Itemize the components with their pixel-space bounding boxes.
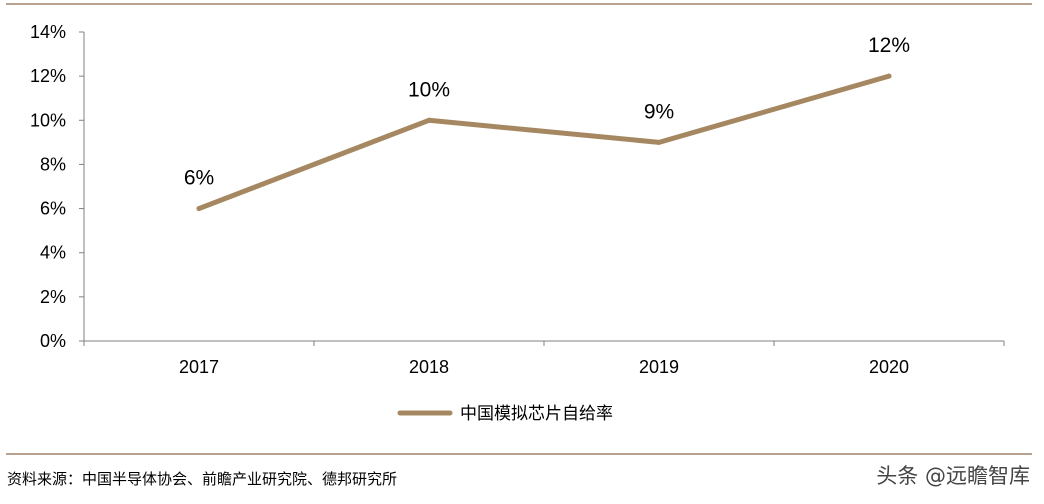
x-tick-label: 2019	[639, 357, 679, 377]
y-tick-label: 12%	[30, 66, 66, 86]
source-note: 资料来源：中国半导体协会、前瞻产业研究院、德邦研究所	[7, 470, 398, 488]
x-tick-label: 2020	[869, 357, 909, 377]
y-tick-label: 4%	[40, 243, 66, 263]
y-tick-label: 8%	[40, 154, 66, 174]
watermark: 头条 @远瞻智库	[876, 464, 1030, 488]
data-point	[656, 139, 662, 145]
data-label: 10%	[408, 78, 450, 101]
y-tick-label: 0%	[40, 331, 66, 351]
legend: 中国模拟芯片自给率	[397, 404, 613, 424]
axes: 0% 2% 4% 6% 8% 10% 12% 14% 2017 2018 2019 2020	[30, 22, 1005, 377]
data-point	[196, 206, 202, 212]
x-tick-label: 2017	[179, 357, 219, 377]
data-label: 6%	[184, 167, 214, 190]
data-point	[426, 117, 432, 123]
legend-label: 中国模拟芯片自给率	[460, 404, 613, 424]
data-label: 12%	[868, 34, 910, 57]
y-tick-label: 14%	[30, 22, 66, 42]
x-tick-label: 2018	[409, 357, 449, 377]
y-tick-label: 10%	[30, 110, 66, 130]
y-tick-label: 6%	[40, 199, 66, 219]
series-line	[196, 73, 892, 212]
data-point	[886, 73, 892, 79]
data-label: 9%	[644, 100, 674, 123]
y-tick-label: 2%	[40, 287, 66, 307]
series-group: 6% 10% 9% 12%	[184, 34, 910, 212]
